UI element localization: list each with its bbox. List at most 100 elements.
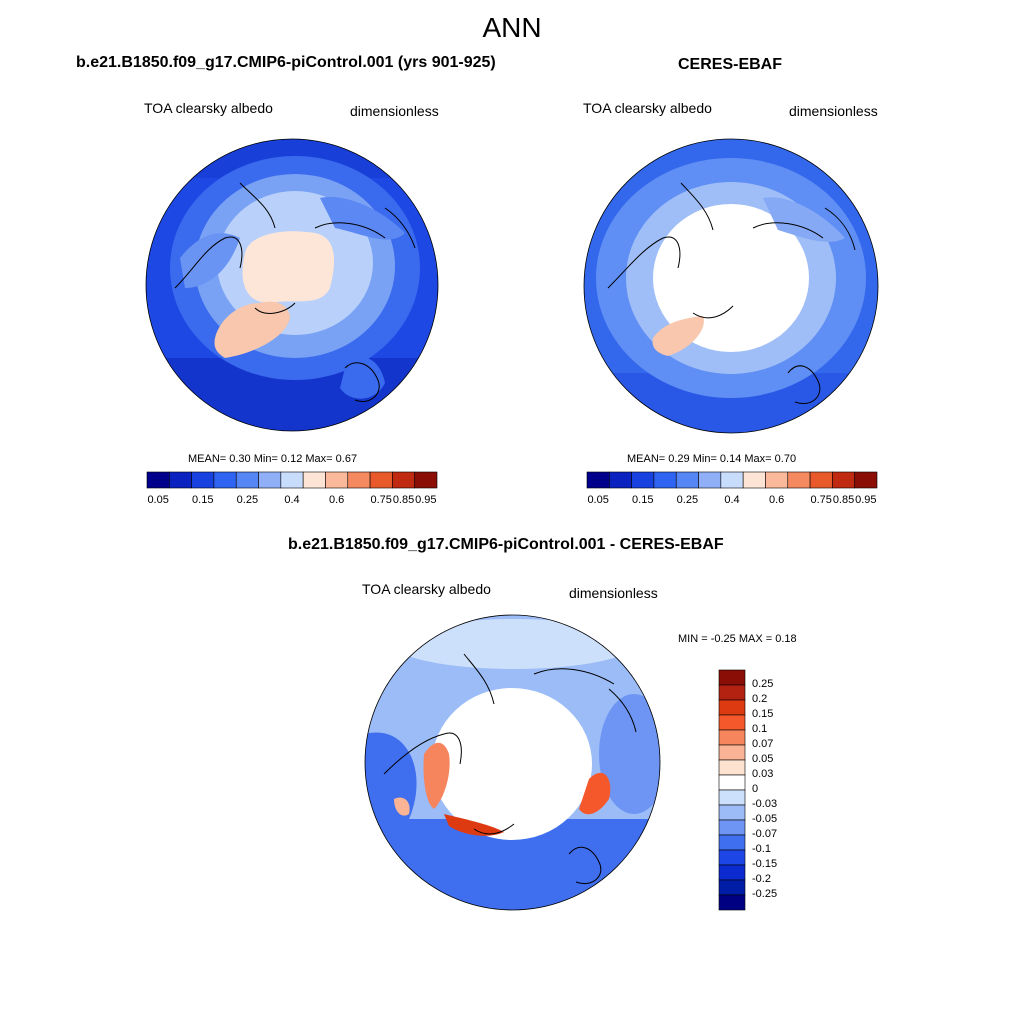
siberia-land	[320, 197, 405, 240]
colorbar-tick-label: 0.05	[587, 494, 609, 506]
diff-positive-alaska	[394, 797, 410, 816]
panel2-stats: MEAN= 0.29 Min= 0.14 Max= 0.70	[627, 453, 797, 465]
colorbar-swatch	[720, 471, 744, 489]
panel2-colorbar	[586, 471, 878, 489]
colorbar-swatch	[718, 789, 746, 806]
diff-east-band	[599, 694, 660, 814]
colorbar-tick-label: 0.95	[855, 494, 877, 506]
panel2-map	[583, 138, 879, 434]
colorbar-swatch	[369, 471, 393, 489]
colorbar-swatch	[718, 714, 746, 731]
colorbar-swatch	[213, 471, 237, 489]
colorbar-swatch	[718, 864, 746, 881]
greenland	[214, 301, 290, 358]
panel1-colorbar-ticks: 0.05 0.15 0.25 0.4 0.6 0.75 0.85 0.95	[147, 494, 437, 508]
colorbar-swatch	[718, 729, 746, 746]
greenland-obs	[652, 316, 704, 356]
coastlines	[607, 182, 856, 404]
colorbar-swatch	[809, 471, 833, 489]
colorbar-swatch	[718, 669, 746, 686]
colorbar-swatch	[787, 471, 811, 489]
panel3-map	[364, 614, 661, 911]
panel3-colorbar-ticks: 0.25 0.2 0.15 0.1 0.07 0.05 0.03 0 -0.03 -0.05 -0.…	[752, 670, 812, 910]
map-boundary	[583, 138, 879, 434]
panel2-variable-label: TOA clearsky albedo	[583, 100, 712, 116]
colorbar-tick-label: 0.1	[752, 723, 768, 735]
colorbar-swatch	[718, 879, 746, 896]
colorbar-tick-label: 0.15	[632, 494, 654, 506]
panel1-colorbar	[146, 471, 438, 489]
colorbar-swatch	[146, 471, 170, 489]
panel1-title: b.e21.B1850.f09_g17.CMIP6-piControl.001 …	[76, 54, 496, 71]
colorbar-tick-label: 0.85	[392, 494, 415, 506]
colorbar-tick-label: 0.15	[192, 494, 214, 506]
colorbar-tick-label: 0.6	[768, 494, 785, 506]
scandinavia-land	[340, 357, 385, 399]
diff-positive-siberia	[579, 772, 611, 815]
colorbar-swatch	[832, 471, 855, 489]
colorbar-tick-label: -0.15	[752, 858, 778, 870]
colorbar-swatch	[854, 471, 878, 489]
colorbar-swatch	[718, 894, 746, 911]
colorbar-tick-label: -0.2	[752, 873, 771, 885]
polar-missing-data	[432, 688, 592, 840]
colorbar-tick-label: 0.25	[676, 494, 699, 506]
colorbar-tick-label: -0.07	[752, 828, 778, 840]
polar-missing-data	[653, 204, 809, 352]
colorbar-swatch	[718, 699, 746, 716]
colorbar-tick-label: 0.85	[832, 494, 855, 506]
coastlines	[174, 182, 416, 402]
colorbar-swatch	[718, 774, 746, 791]
panel2-units-label: dimensionless	[789, 103, 878, 119]
colorbar-tick-label: 0.07	[752, 738, 774, 750]
colorbar-swatch	[280, 471, 304, 489]
colorbar-swatch	[718, 759, 746, 776]
panel3-title: b.e21.B1850.f09_g17.CMIP6-piControl.001 …	[288, 536, 724, 553]
colorbar-tick-label: -0.25	[752, 888, 778, 900]
colorbar-tick-label: -0.05	[752, 813, 778, 825]
colorbar-tick-label: 0.25	[236, 494, 259, 506]
coastlines	[383, 653, 637, 884]
diff-positive-ne-canada	[444, 814, 504, 836]
colorbar-tick-label: 0.75	[370, 494, 392, 506]
colorbar-swatch	[414, 471, 438, 489]
colorbar-swatch	[609, 471, 632, 489]
colorbar-swatch	[235, 471, 259, 489]
colorbar-swatch	[718, 849, 746, 866]
panel3-colorbar	[718, 669, 746, 911]
colorbar-tick-label: 0.05	[752, 753, 774, 765]
colorbar-swatch	[675, 471, 699, 489]
panel2-colorbar-ticks: 0.05 0.15 0.25 0.4 0.6 0.75 0.85 0.95	[587, 494, 877, 508]
colorbar-swatch	[718, 834, 746, 851]
colorbar-swatch	[718, 684, 746, 701]
colorbar-swatch	[718, 744, 746, 761]
panel2-title: CERES-EBAF	[678, 56, 783, 73]
north-america-land	[180, 233, 240, 288]
arctic-ice-region	[242, 231, 335, 303]
panel1-units-label: dimensionless	[350, 103, 439, 119]
siberia-land	[763, 197, 845, 242]
colorbar-tick-label: 0.6	[328, 494, 345, 506]
colorbar-swatch	[191, 471, 215, 489]
colorbar-tick-label: 0.05	[147, 494, 169, 506]
colorbar-tick-label: 0.75	[810, 494, 832, 506]
panel1-variable-label: TOA clearsky albedo	[144, 100, 273, 116]
colorbar-swatch	[718, 804, 746, 821]
colorbar-tick-label: 0.4	[284, 494, 300, 506]
colorbar-tick-label: 0.95	[415, 494, 437, 506]
colorbar-tick-label: -0.03	[752, 798, 778, 810]
colorbar-tick-label: 0	[752, 783, 759, 795]
map-boundary	[145, 138, 439, 432]
map-boundary	[364, 614, 661, 911]
colorbar-tick-label: 0.4	[724, 494, 740, 506]
colorbar-swatch	[718, 819, 746, 836]
colorbar-tick-label: 0.03	[752, 768, 774, 780]
colorbar-swatch	[392, 471, 415, 489]
colorbar-tick-label: 0.15	[752, 708, 774, 720]
colorbar-swatch	[347, 471, 371, 489]
colorbar-swatch	[653, 471, 677, 489]
panel3-units-label: dimensionless	[569, 585, 658, 601]
colorbar-swatch	[765, 471, 789, 489]
colorbar-swatch	[169, 471, 192, 489]
diff-positive-greenland	[423, 742, 450, 809]
